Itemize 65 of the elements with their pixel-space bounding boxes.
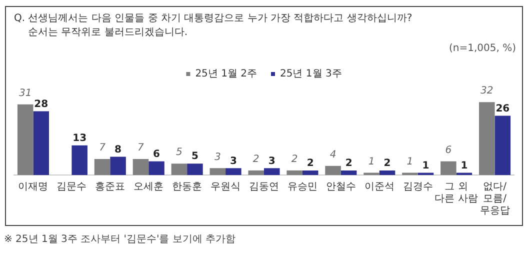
data-label: 26: [496, 103, 510, 114]
data-label: 2: [291, 154, 298, 166]
bar: [94, 159, 110, 175]
data-label: 8: [114, 144, 122, 156]
text: (n=1,005, %): [448, 43, 516, 54]
bar: [72, 145, 88, 175]
data-label: 6: [445, 144, 452, 156]
data-label: 31: [18, 88, 32, 99]
x-tick-label: 없다/ 모름/ 무응답: [480, 182, 510, 217]
bar: [340, 170, 357, 175]
bar: [132, 159, 149, 175]
chart-title: Q. 선생님께서는 다음 인물들 중 차기 대통령감으로 누가 가장 적합하다고 생각하십니까?: [14, 12, 412, 25]
bar: [302, 170, 318, 175]
data-label: 3: [268, 156, 276, 167]
data-label: 1: [422, 160, 430, 172]
data-label: 2: [306, 158, 314, 170]
bar: [17, 104, 34, 175]
legend-label: 25년 1월 2주: [195, 68, 258, 80]
x-tick-label: 유승민: [287, 182, 318, 193]
x-tick-label: 안철수: [326, 182, 356, 193]
bar: [110, 156, 126, 175]
data-label: 13: [72, 132, 87, 144]
x-tick-label: 이준석: [364, 182, 394, 193]
bar: [171, 164, 188, 175]
data-label: 32: [480, 86, 494, 97]
x-tick-label: 김동연: [249, 182, 279, 193]
x-tick-label: 그 외 다른 사람: [434, 182, 478, 205]
data-label: 7: [138, 142, 145, 154]
data-label: 5: [191, 151, 198, 162]
bar: [325, 166, 341, 175]
bar: [479, 102, 495, 175]
bar: [264, 168, 280, 175]
data-label: 2: [384, 158, 391, 170]
data-label: 5: [176, 147, 182, 158]
data-label: 2: [252, 154, 260, 166]
bar: [494, 116, 511, 175]
data-label: 3: [214, 152, 221, 163]
x-tick-label: 이재명: [18, 182, 48, 193]
data-label: 3: [230, 156, 237, 167]
bar: [286, 170, 302, 175]
x-tick-label: 오세훈: [134, 182, 164, 193]
bar: [379, 170, 396, 175]
bar: [148, 161, 164, 175]
data-label: 28: [34, 98, 48, 110]
chart-subtitle: 순서는 무작위로 불러드리겠습니다.: [28, 26, 188, 39]
x-tick-label: 우원식: [210, 182, 241, 193]
data-label: 2: [345, 158, 352, 170]
data-label: 6: [153, 148, 160, 160]
x-tick-label: 홍준표: [95, 182, 126, 193]
data-label: 1: [368, 156, 375, 168]
data-label: 7: [99, 142, 106, 154]
bar: [210, 168, 226, 175]
bar: [440, 161, 456, 175]
bar: [226, 168, 242, 175]
data-label: 1: [406, 156, 414, 168]
bar: [248, 170, 264, 175]
data-label: 4: [330, 149, 336, 160]
bar: [187, 164, 203, 175]
x-tick-label: 김경수: [402, 182, 433, 193]
x-tick-label: 한동훈: [172, 182, 202, 193]
x-tick-label: 김문수: [56, 182, 87, 193]
text: ※ 25년 1월 3주 조사부터 '김문수'를 보기에 추가함: [4, 233, 236, 246]
legend-label: 25년 1월 3주: [280, 68, 342, 80]
data-label: 1: [460, 160, 468, 172]
bar: [33, 111, 49, 175]
